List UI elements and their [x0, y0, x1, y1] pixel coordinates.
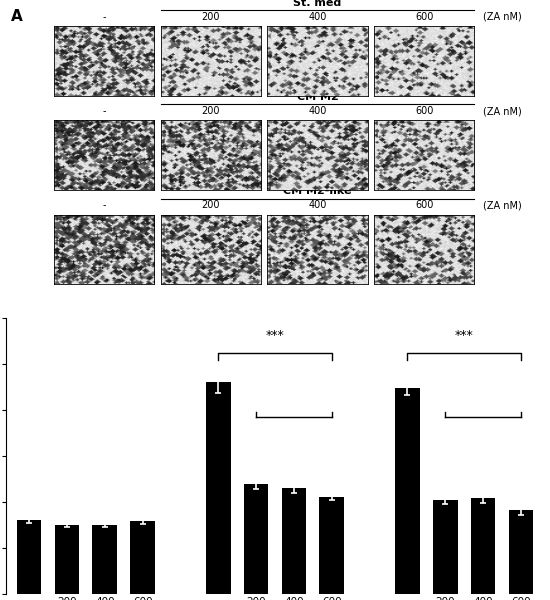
Text: -: -	[102, 12, 106, 22]
Bar	[130, 521, 155, 594]
Text: (ZA nM): (ZA nM)	[482, 12, 521, 22]
Text: 400: 400	[309, 200, 327, 210]
Text: 200: 200	[202, 12, 220, 22]
Bar	[395, 388, 420, 594]
Bar	[433, 500, 458, 594]
Text: 600: 600	[415, 200, 433, 210]
Text: ***: ***	[455, 329, 474, 342]
Text: 600: 600	[415, 106, 433, 116]
Text: 600: 600	[415, 12, 433, 22]
Bar	[54, 525, 79, 594]
Bar	[471, 499, 496, 594]
Bar	[320, 497, 344, 594]
Text: 200: 200	[202, 200, 220, 210]
Bar	[509, 511, 533, 594]
Text: CM M2-like: CM M2-like	[283, 186, 352, 196]
Text: A: A	[11, 9, 23, 24]
Text: St. med: St. med	[294, 0, 342, 8]
Text: -: -	[102, 106, 106, 116]
Text: (ZA nM): (ZA nM)	[482, 200, 521, 210]
Bar	[206, 382, 230, 594]
Text: ***: ***	[266, 329, 284, 342]
Text: CM M2: CM M2	[296, 92, 338, 102]
Bar	[282, 488, 306, 594]
Bar	[244, 484, 268, 594]
Text: (ZA nM): (ZA nM)	[482, 106, 521, 116]
Text: 200: 200	[202, 106, 220, 116]
Text: 400: 400	[309, 106, 327, 116]
Text: 400: 400	[309, 12, 327, 22]
Bar	[92, 525, 117, 594]
Bar	[17, 520, 41, 594]
Text: -: -	[102, 200, 106, 210]
